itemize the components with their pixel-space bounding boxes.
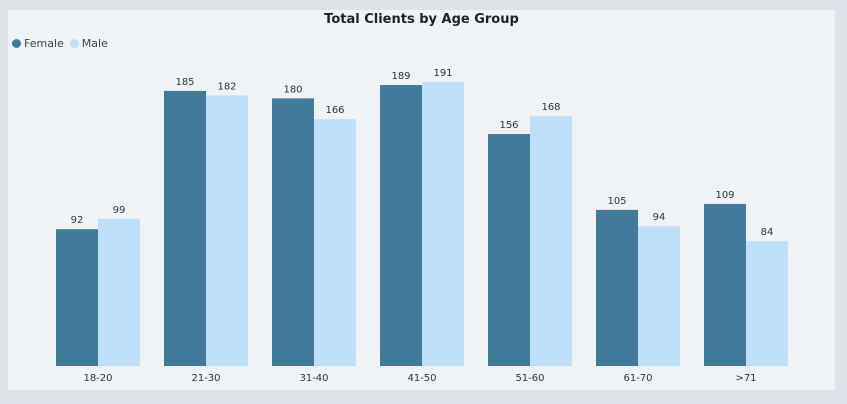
legend-label-female: Female [24,37,64,50]
legend-item-female[interactable]: Female [12,37,64,50]
chart-title: Total Clients by Age Group [324,12,519,27]
x-tick-label-71: >71 [735,373,756,384]
data-label-male-3140: 166 [325,105,344,116]
bar-male-6170[interactable] [638,226,680,366]
data-label-female-4150: 189 [391,71,410,82]
bar-female-5160[interactable] [488,134,530,366]
bar-male-3140[interactable] [314,119,356,366]
data-label-female-1820: 92 [71,215,84,226]
data-label-male-6170: 94 [653,212,666,223]
x-tick-label-1820: 18-20 [83,373,112,384]
legend-label-male: Male [81,37,108,50]
data-label-male-5160: 168 [541,102,560,113]
bar-female-4150[interactable] [380,84,422,367]
legend-item-male[interactable]: Male [69,37,108,50]
bar-male-71[interactable] [746,241,788,366]
bar-female-71[interactable] [704,203,746,366]
bar-female-1820[interactable] [56,229,98,366]
data-label-female-6170: 105 [607,196,626,207]
bar-male-2130[interactable] [206,95,248,366]
x-tick-label-3140: 31-40 [299,373,328,384]
data-label-female-2130: 185 [175,77,194,88]
chart-visual: Total Clients by Age Group Female Male 9… [8,10,835,390]
legend-marker-female [12,39,21,48]
bar-male-4150[interactable] [422,82,464,366]
bar-female-2130[interactable] [164,90,206,367]
bar-male-1820[interactable] [98,218,140,366]
legend-marker-male [69,39,79,48]
x-tick-label-5160: 51-60 [515,373,544,384]
data-label-male-1820: 99 [113,205,126,216]
data-label-female-5160: 156 [499,120,518,131]
data-label-male-4150: 191 [433,68,452,79]
x-tick-label-6170: 61-70 [623,373,652,384]
bar-female-6170[interactable] [596,209,638,366]
data-label-male-2130: 182 [217,81,236,92]
bar-male-5160[interactable] [530,116,572,367]
data-label-male-71: 84 [761,227,774,238]
bar-chart-plot: 92 99 18-20 185 182 21-30 180 166 31-40 189 191 41-… [56,68,788,384]
bar-female-3140[interactable] [272,98,314,366]
x-tick-label-2130: 21-30 [191,373,220,384]
data-label-female-71: 109 [715,190,734,201]
data-label-female-3140: 180 [283,84,302,95]
x-tick-label-4150: 41-50 [407,373,436,384]
chart-legend: Female Male [12,37,108,50]
